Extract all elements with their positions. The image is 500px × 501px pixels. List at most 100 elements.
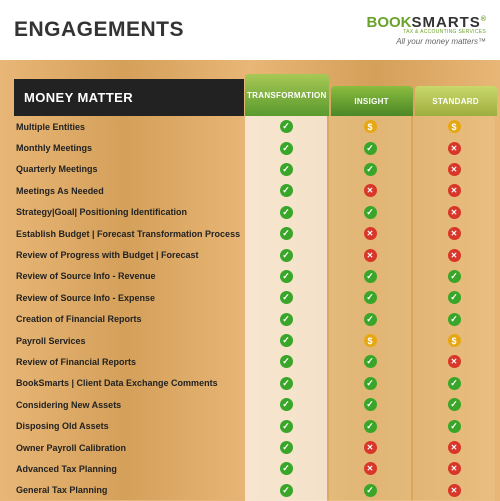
plan-cell [245,437,327,458]
plan-cell [413,373,495,394]
table-row: General Tax Planning [14,480,500,501]
check-icon [364,398,377,411]
check-icon [280,355,293,368]
brand-book: BOOK [366,14,411,31]
table-row: Meetings As Needed [14,180,500,201]
table-row: BookSmarts | Client Data Exchange Commen… [14,373,500,394]
plan-cell [329,373,411,394]
plan-cell [413,351,495,372]
plan-cell [329,137,411,158]
check-icon [280,249,293,262]
feature-label: Monthly Meetings [14,143,244,153]
check-icon [364,270,377,283]
cross-icon [364,462,377,475]
brand-logo: BOOKSMARTS® [366,15,486,30]
plan-cell [329,159,411,180]
cross-icon [364,249,377,262]
check-icon [364,142,377,155]
feature-label: BookSmarts | Client Data Exchange Commen… [14,378,244,388]
check-icon [364,420,377,433]
check-icon [364,291,377,304]
plan-cell [245,458,327,479]
plan-cell [245,394,327,415]
plan-header-standard: STANDARD [415,86,497,116]
plan-cell [329,351,411,372]
table-row: Review of Financial Reports [14,351,500,372]
plan-header-transformation: TRANSFORMATION [245,74,329,116]
check-icon [448,291,461,304]
brand-tagline: All your money matters™ [366,38,486,46]
check-icon [280,484,293,497]
cross-icon [448,206,461,219]
check-icon [364,484,377,497]
plan-cell [329,480,411,501]
comparison-table: MONEY MATTER TRANSFORMATION INSIGHT STAN… [0,60,500,500]
feature-label: General Tax Planning [14,485,244,495]
feature-label: Disposing Old Assets [14,421,244,431]
plan-cell [329,394,411,415]
cross-icon [448,484,461,497]
cross-icon [364,184,377,197]
plan-cell [245,180,327,201]
plan-cell [245,330,327,351]
plan-cell [413,287,495,308]
feature-label: Meetings As Needed [14,186,244,196]
plan-cell [245,159,327,180]
check-icon [280,441,293,454]
plan-cell [413,137,495,158]
plan-cell [413,437,495,458]
feature-label: Considering New Assets [14,400,244,410]
plan-cell [413,309,495,330]
cross-icon [448,227,461,240]
plan-cell [329,180,411,201]
table-row: Disposing Old Assets [14,415,500,436]
check-icon [280,420,293,433]
plan-cell [329,244,411,265]
dollar-icon [364,120,377,133]
check-icon [280,163,293,176]
feature-label: Strategy|Goal| Positioning Identificatio… [14,207,244,217]
table-row: Owner Payroll Calibration [14,437,500,458]
plan-cell [245,116,327,137]
check-icon [448,420,461,433]
plan-cell [245,202,327,223]
check-icon [364,313,377,326]
feature-label: Multiple Entities [14,122,244,132]
check-icon [280,206,293,219]
plan-cell [245,373,327,394]
check-icon [364,355,377,368]
column-headers: MONEY MATTER TRANSFORMATION INSIGHT STAN… [14,74,500,116]
cross-icon [448,462,461,475]
check-icon [448,377,461,390]
check-icon [280,334,293,347]
plan-cell [245,351,327,372]
cross-icon [448,441,461,454]
plan-cell [329,415,411,436]
check-icon [280,142,293,155]
feature-column-header: MONEY MATTER [14,79,244,116]
plan-cell [329,202,411,223]
table-row: Advanced Tax Planning [14,458,500,479]
feature-label: Review of Financial Reports [14,357,244,367]
brand-block: BOOKSMARTS® TAX & ACCOUNTING SERVICES Al… [366,15,486,46]
feature-label: Creation of Financial Reports [14,314,244,324]
page-header: ENGAGEMENTS BOOKSMARTS® TAX & ACCOUNTING… [0,0,500,60]
page-title: ENGAGEMENTS [14,18,184,42]
plan-cell [413,330,495,351]
plan-cell [245,244,327,265]
plan-header-insight: INSIGHT [331,86,413,116]
table-row: Payroll Services [14,330,500,351]
check-icon [448,270,461,283]
plan-cell [245,287,327,308]
plan-cell [413,223,495,244]
feature-label: Review of Source Info - Expense [14,293,244,303]
table-row: Establish Budget | Forecast Transformati… [14,223,500,244]
brand-registered: ® [481,16,486,23]
engagements-page: ENGAGEMENTS BOOKSMARTS® TAX & ACCOUNTING… [0,0,500,500]
brand-smarts: SMARTS [411,14,480,31]
feature-label: Owner Payroll Calibration [14,443,244,453]
cross-icon [364,441,377,454]
plan-cell [413,415,495,436]
feature-label: Review of Progress with Budget | Forecas… [14,250,244,260]
table-row: Strategy|Goal| Positioning Identificatio… [14,202,500,223]
